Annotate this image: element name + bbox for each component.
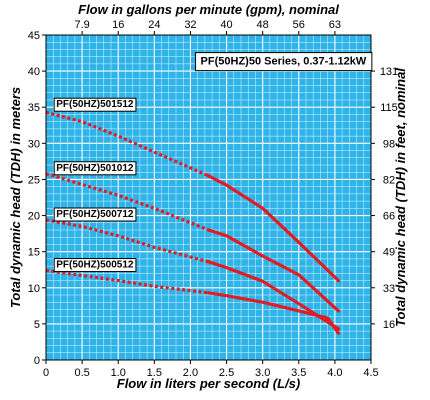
y-tick-label: 25 (28, 174, 40, 186)
series-label-text: PF(50HZ)500512 (56, 260, 134, 271)
series-info-text: PF(50HZ)50 Series, 0.37-1.12kW (201, 56, 367, 68)
x2-tick-label: 7.9 (74, 19, 89, 31)
axis-ticks: 0 0.5 1.0 1.5 2.0 2.5 3.0 3.5 4.0 4.5 0 5 10 15 20 25 30… (28, 19, 398, 379)
x2-tick-label: 48 (257, 19, 269, 31)
right-axis-title: Total dynamic head (TDH) in feet, nomina… (393, 68, 408, 327)
y2-tick-label: 33 (383, 283, 395, 295)
x-tick-label: 4.0 (327, 367, 342, 379)
x-tick-label: 2.0 (183, 367, 198, 379)
x2-tick-label: 16 (112, 19, 124, 31)
series-dotted-line-4 (45, 268, 209, 295)
series-info-box: PF(50HZ)50 Series, 0.37-1.12kW (195, 52, 373, 72)
series-label-text: PF(50HZ)501512 (56, 99, 134, 110)
x2-tick-label: 32 (184, 19, 196, 31)
x2-tick-label: 40 (220, 19, 232, 31)
y-tick-label: 45 (28, 30, 40, 42)
series-label-text: PF(50HZ)500712 (56, 209, 134, 220)
series-label-box (53, 207, 137, 222)
x-tick-label: 0.5 (74, 367, 89, 379)
series-label-3: PF(50HZ)500712 (53, 207, 137, 222)
series-solid-line-1 (206, 174, 341, 283)
bottom-axis-title: Flow in liters per second (L/s) (117, 376, 300, 391)
x2-tick-label: 56 (293, 19, 305, 31)
y-tick-label: 15 (28, 247, 40, 259)
series-labels: PF(50HZ)501512 PF(50HZ)501012 PF(50HZ)5007… (53, 97, 137, 273)
x-tick-label: 1.0 (111, 367, 126, 379)
y2-tick-label: 115 (380, 102, 398, 114)
series-solid-line-3 (206, 260, 341, 331)
pump-curves (45, 110, 341, 335)
y2-tick-label: 66 (383, 211, 395, 223)
x-tick-label: 3.5 (291, 367, 306, 379)
y-tick-label: 30 (28, 138, 40, 150)
y2-tick-label: 82 (383, 174, 395, 186)
y2-tick-label: 16 (383, 319, 395, 331)
series-solid-line-2 (206, 228, 341, 313)
series-dotted-line-2 (45, 172, 210, 232)
x2-tick-label: 24 (148, 19, 160, 31)
x2-tick-label: 63 (329, 19, 341, 31)
left-axis-title: Total dynamic head (TDH) in meters (8, 87, 23, 308)
series-label-box (53, 258, 137, 273)
y-tick-label: 40 (28, 66, 40, 78)
series-label-box (53, 97, 137, 112)
series-label-box (53, 161, 137, 176)
y2-tick-label: 49 (383, 247, 395, 259)
x-tick-label: 2.5 (219, 367, 234, 379)
series-label-text: PF(50HZ)501012 (56, 163, 134, 174)
series-solid-line-4 (206, 291, 341, 335)
y-tick-label: 35 (28, 102, 40, 114)
y2-tick-label: 131 (380, 66, 398, 78)
y-tick-label: 0 (34, 355, 40, 367)
y-tick-label: 10 (28, 283, 40, 295)
x-tick-label: 1.5 (147, 367, 162, 379)
x-tick-label: 3.0 (255, 367, 270, 379)
y2-tick-label: 98 (383, 138, 395, 150)
top-axis-title: Flow in gallons per minute (gpm), nomina… (78, 2, 339, 17)
plot-area (46, 35, 371, 360)
series-dotted-line-3 (45, 218, 209, 264)
plot-frame (45, 34, 372, 361)
y-tick-label: 20 (28, 211, 40, 223)
x-tick-label: 4.5 (363, 367, 378, 379)
series-dotted-line-1 (45, 110, 210, 178)
series-label-1: PF(50HZ)501512 (53, 97, 137, 112)
y-tick-label: 5 (34, 319, 40, 331)
series-label-4: PF(50HZ)500512 (53, 258, 137, 273)
series-label-2: PF(50HZ)501012 (53, 161, 137, 176)
x-tick-label: 0 (43, 367, 49, 379)
